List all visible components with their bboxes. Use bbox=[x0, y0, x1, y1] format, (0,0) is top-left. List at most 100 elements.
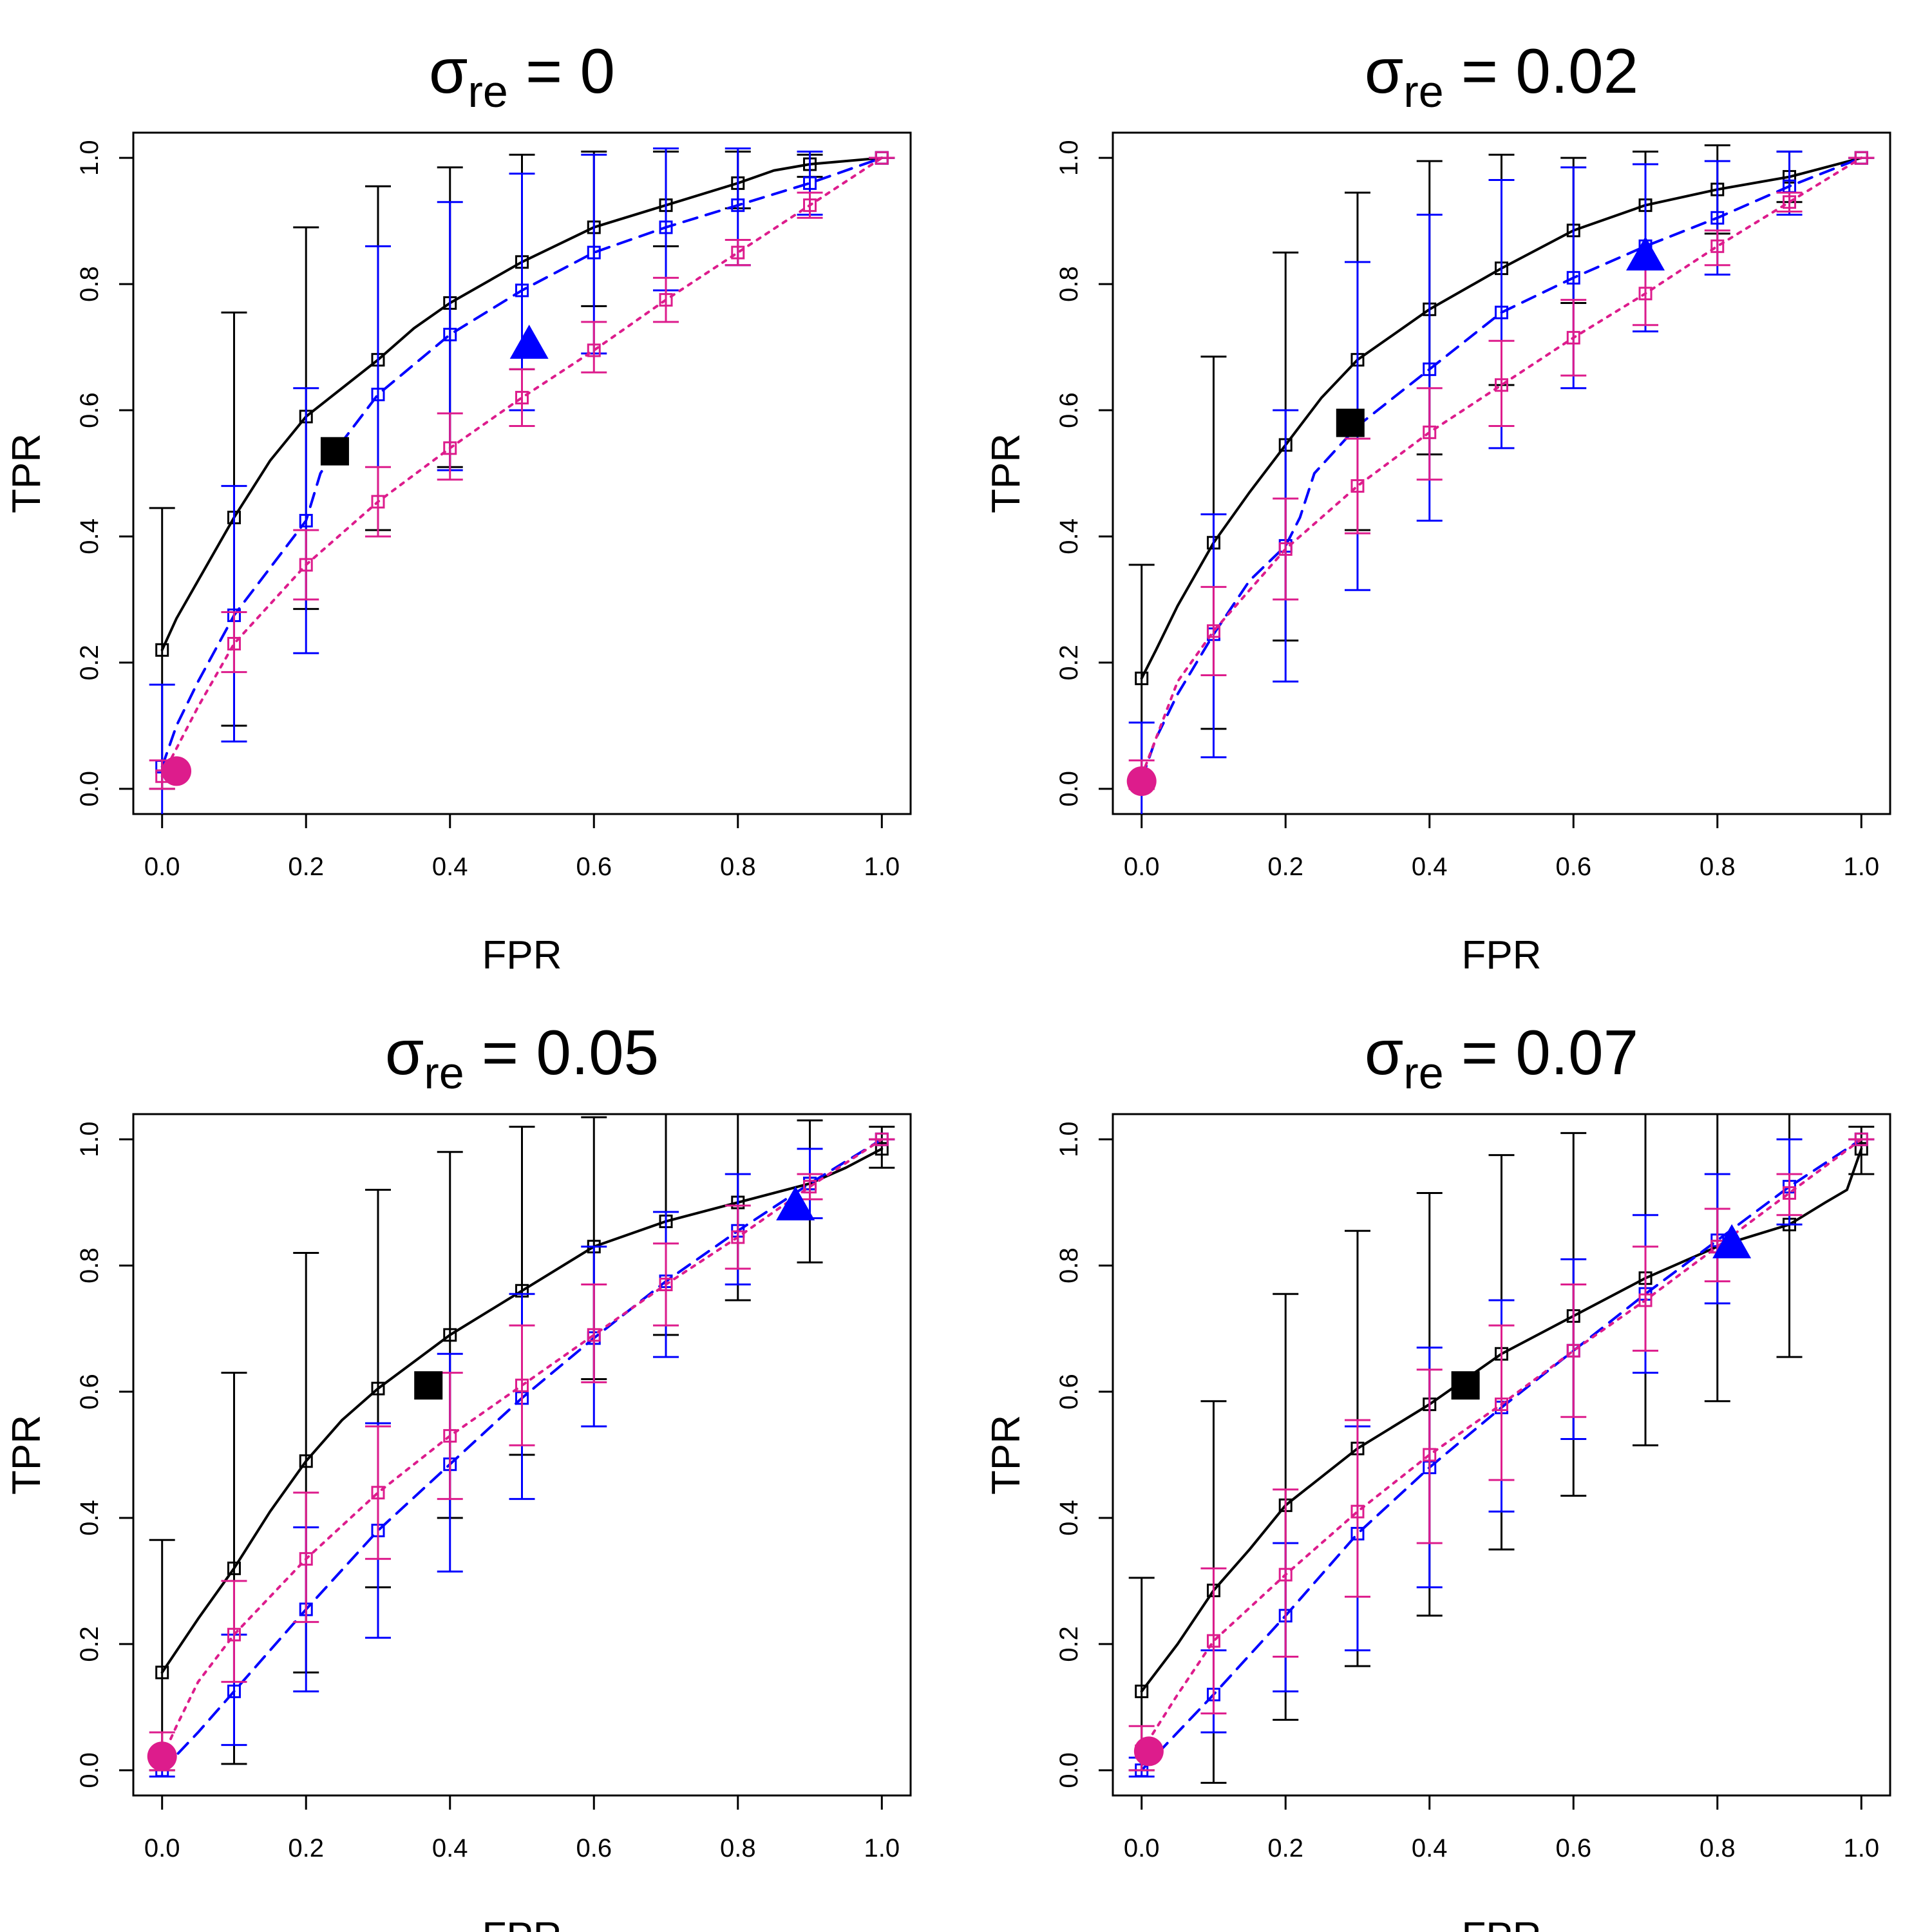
data-point-magenta bbox=[803, 198, 817, 213]
data-point-magenta bbox=[1638, 1293, 1653, 1307]
data-point-black bbox=[299, 1454, 313, 1468]
data-point-magenta bbox=[587, 343, 601, 357]
roc-panel-1: σre = 0 FPR TPR 0.0 0.2 0.4 0.6 0.8 1.0 0.0 0.2 0.4… bbox=[5, 35, 912, 978]
y-axis-label: TPR bbox=[5, 433, 49, 513]
x-tick-label: 0.0 bbox=[1124, 853, 1160, 881]
data-point-magenta bbox=[1638, 287, 1653, 301]
title-sigma-symbol: σ bbox=[429, 35, 468, 106]
data-point-magenta bbox=[1495, 1397, 1508, 1412]
y-tick-label: 0.8 bbox=[75, 1247, 104, 1283]
marker-triangle-blue bbox=[1626, 236, 1665, 271]
x-tick-label: 0.8 bbox=[720, 1834, 756, 1862]
marker-square-black bbox=[1336, 408, 1365, 437]
roc-curve-blue bbox=[1140, 156, 1863, 781]
data-point-magenta bbox=[1783, 195, 1797, 209]
y-axis-label: TPR bbox=[984, 433, 1028, 513]
data-point-blue bbox=[227, 1684, 241, 1698]
series-magenta-dotted bbox=[149, 151, 895, 790]
data-point-magenta bbox=[1566, 1343, 1580, 1358]
y-tick-label: 0.6 bbox=[1055, 1374, 1083, 1410]
data-point-magenta bbox=[1495, 378, 1508, 392]
data-point-magenta bbox=[1783, 1186, 1797, 1200]
plot-area bbox=[149, 147, 895, 814]
data-point-magenta bbox=[659, 1278, 673, 1291]
x-tick-label: 0.2 bbox=[288, 1834, 324, 1862]
marker-square-black bbox=[320, 437, 349, 466]
marker-square-black bbox=[414, 1371, 443, 1400]
data-point-blue bbox=[587, 245, 601, 260]
data-point-magenta bbox=[1710, 239, 1725, 253]
x-tick-label: 1.0 bbox=[864, 853, 900, 881]
y-tick-label: 0.0 bbox=[75, 1752, 104, 1788]
data-point-magenta bbox=[299, 558, 313, 572]
data-point-magenta bbox=[731, 1230, 745, 1244]
data-point-blue bbox=[1783, 179, 1797, 193]
y-tick-label: 0.2 bbox=[1055, 1626, 1083, 1662]
title-sigma-symbol: σ bbox=[1365, 35, 1403, 106]
data-point-magenta bbox=[875, 151, 889, 165]
data-point-magenta bbox=[299, 1552, 313, 1566]
plot-area bbox=[1128, 144, 1875, 814]
panel-title: σre = 0 bbox=[429, 35, 615, 117]
data-point-magenta bbox=[1206, 1634, 1220, 1648]
y-tick-label: 0.6 bbox=[1055, 392, 1083, 428]
marker-circle-magenta bbox=[1133, 1736, 1164, 1766]
data-point-black bbox=[1135, 1684, 1149, 1698]
data-point-black bbox=[155, 643, 169, 657]
plot-frame bbox=[1112, 1113, 1891, 1797]
roc-curve-magenta bbox=[1140, 156, 1863, 778]
data-point-magenta bbox=[227, 637, 241, 650]
y-tick-label: 0.4 bbox=[75, 518, 104, 554]
plot-frame bbox=[1112, 131, 1891, 815]
y-tick-label: 0.8 bbox=[75, 266, 104, 302]
data-point-magenta bbox=[1350, 479, 1365, 493]
roc-panel-4: σre = 0.07 FPR TPR 0.0 0.2 0.4 0.6 0.8 1.0 0.0 0.2… bbox=[984, 1017, 1891, 1932]
data-point-magenta bbox=[587, 1328, 601, 1342]
y-tick-label: 0.2 bbox=[1055, 645, 1083, 681]
roc-curve-magenta bbox=[160, 156, 884, 778]
data-point-blue bbox=[1566, 270, 1580, 285]
roc-curve-blue bbox=[160, 156, 884, 768]
x-tick-label: 0.4 bbox=[1412, 1834, 1448, 1862]
title-subscript: re bbox=[1403, 66, 1443, 117]
x-tick-label: 0.8 bbox=[1700, 853, 1736, 881]
title-subscript: re bbox=[1403, 1048, 1443, 1098]
plot-frame bbox=[132, 131, 912, 815]
data-point-magenta bbox=[1566, 330, 1580, 345]
data-point-magenta bbox=[515, 390, 529, 404]
x-tick-label: 0.8 bbox=[720, 853, 756, 881]
x-tick-label: 1.0 bbox=[1843, 1834, 1879, 1862]
data-point-black bbox=[1135, 671, 1149, 685]
plot-area bbox=[1128, 1114, 1875, 1784]
x-tick-label: 0.0 bbox=[144, 853, 180, 881]
data-point-blue bbox=[371, 388, 385, 402]
data-point-magenta bbox=[1206, 624, 1220, 638]
data-point-magenta bbox=[515, 1378, 529, 1392]
panel-title: σre = 0.02 bbox=[1365, 35, 1638, 117]
y-tick-label: 1.0 bbox=[75, 1121, 104, 1157]
x-axis-label: FPR bbox=[1462, 933, 1542, 978]
panel-title: σre = 0.05 bbox=[385, 1017, 659, 1098]
data-point-blue bbox=[515, 283, 529, 298]
y-tick-label: 0.4 bbox=[75, 1500, 104, 1536]
data-point-blue bbox=[803, 176, 817, 190]
y-tick-label: 0.8 bbox=[1055, 1247, 1083, 1283]
x-tick-label: 0.0 bbox=[144, 1834, 180, 1862]
x-axis-label: FPR bbox=[482, 1915, 562, 1932]
y-tick-label: 0.6 bbox=[75, 1374, 104, 1410]
y-tick-label: 0.6 bbox=[75, 392, 104, 428]
y-tick-label: 0.8 bbox=[1055, 266, 1083, 302]
data-point-magenta bbox=[1423, 425, 1437, 439]
x-axis-label: FPR bbox=[482, 933, 562, 978]
data-point-magenta bbox=[443, 1429, 457, 1443]
x-tick-label: 0.2 bbox=[288, 853, 324, 881]
data-point-magenta bbox=[371, 1486, 385, 1500]
data-point-magenta bbox=[731, 245, 745, 260]
data-point-black bbox=[1854, 1142, 1868, 1156]
y-tick-label: 0.4 bbox=[1055, 1500, 1083, 1536]
data-point-blue bbox=[299, 513, 313, 527]
x-tick-label: 0.4 bbox=[1412, 853, 1448, 881]
data-point-magenta bbox=[1350, 1504, 1365, 1519]
y-tick-label: 1.0 bbox=[75, 140, 104, 176]
data-point-magenta bbox=[1278, 1567, 1293, 1582]
